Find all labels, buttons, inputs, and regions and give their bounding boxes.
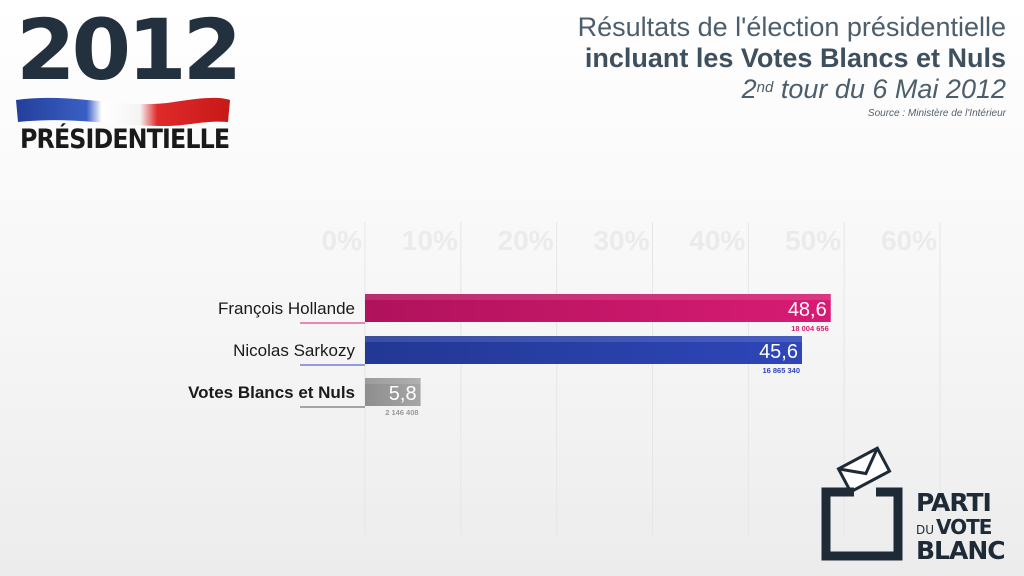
round-date: tour du 6 Mai 2012: [773, 74, 1006, 104]
category-label: Votes Blancs et Nuls: [188, 383, 355, 402]
chart-title-block: Résultats de l'élection présidentielle i…: [578, 12, 1006, 119]
brand-line-2: VOTE: [936, 515, 992, 539]
vote-count-label: 2 146 408: [385, 408, 418, 417]
x-tick-label: 20%: [498, 225, 554, 256]
x-tick-label: 10%: [402, 225, 458, 256]
value-label: 45,6: [759, 341, 798, 363]
logo-label: PRÉSIDENTIELLE: [20, 124, 230, 155]
bar: [365, 294, 831, 322]
vote-count-label: 18 004 656: [791, 324, 829, 333]
x-tick-label: 50%: [785, 225, 841, 256]
round-number: 2: [741, 74, 757, 104]
bar: [365, 378, 421, 406]
x-tick-label: 0%: [322, 225, 363, 256]
value-label: 48,6: [788, 299, 827, 321]
vote-count-label: 16 865 340: [762, 366, 800, 375]
title-line-2: incluant les Votes Blancs et Nuls: [584, 43, 1006, 73]
x-tick-label: 30%: [593, 225, 649, 256]
title-line-1: Résultats de l'élection présidentielle: [577, 12, 1006, 42]
round-suffix: nd: [756, 79, 774, 96]
election-logo: 2012 PRÉSIDENTIELLE: [14, 8, 242, 164]
bar-highlight: [365, 378, 421, 384]
parti-vote-blanc-logo: PARTI DU VOTE BLANC: [916, 488, 1006, 565]
title-line-3: 2nd tour du 6 Mai 2012: [578, 74, 1006, 105]
brand-line-1: PARTI: [916, 488, 992, 517]
source-note: Source : Ministère de l'Intérieur: [867, 108, 1006, 119]
value-label: 5,8: [389, 383, 417, 405]
x-tick-label: 40%: [689, 225, 745, 256]
logo-year: 2012: [16, 1, 242, 99]
ballot-box-icon: [821, 446, 903, 561]
brand-line-2-small: DU: [916, 523, 935, 537]
brand-line-3: BLANC: [916, 536, 1006, 565]
x-tick-label: 60%: [881, 225, 937, 256]
french-flag-icon: [16, 97, 230, 126]
category-label: François Hollande: [218, 299, 355, 318]
bar-highlight: [365, 336, 802, 342]
bar: [365, 336, 802, 364]
bar-highlight: [365, 294, 831, 300]
category-label: Nicolas Sarkozy: [233, 341, 355, 360]
